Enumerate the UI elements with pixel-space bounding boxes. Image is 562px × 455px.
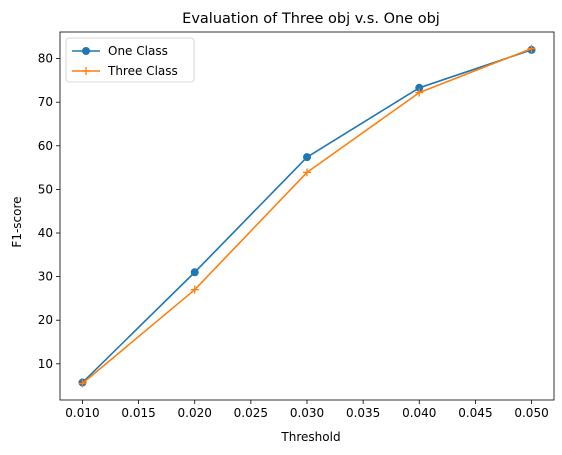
series-line-2 — [81, 47, 532, 385]
y-tick-label: 70 — [38, 95, 53, 109]
series-1-point — [415, 83, 424, 92]
y-tick-label: 80 — [38, 52, 53, 66]
series-2-point — [415, 88, 424, 97]
y-tick-label: 60 — [38, 139, 53, 153]
x-tick-label: 0.020 — [178, 406, 212, 420]
series-line-1 — [81, 49, 532, 384]
x-tick-label: 0.050 — [514, 406, 548, 420]
chart-title: Evaluation of Three obj v.s. One obj — [182, 11, 440, 27]
series-2-point — [527, 44, 536, 53]
legend-label-1: One Class — [108, 44, 168, 58]
series-2-point — [78, 379, 87, 388]
axes-frame — [59, 31, 555, 401]
y-tick-label: 50 — [38, 182, 53, 196]
x-tick-label: 0.030 — [290, 406, 324, 420]
series-1-point — [303, 153, 311, 162]
series-2-point — [303, 168, 311, 177]
legend: One Class Three Class — [65, 37, 195, 83]
x-tick-label: 0.045 — [458, 406, 492, 420]
legend-marker-2 — [82, 67, 90, 75]
x-axis-label: Threshold — [280, 430, 340, 444]
x-tick-label: 0.040 — [402, 406, 436, 420]
legend-label-2: Three Class — [107, 64, 178, 78]
x-tick-label: 0.015 — [121, 406, 155, 420]
y-tick-label: 30 — [38, 270, 53, 284]
y-axis-label: F1-score — [10, 196, 24, 247]
series-1-point — [190, 268, 199, 277]
legend-marker-1 — [82, 47, 90, 55]
x-tick-label: 0.010 — [65, 406, 99, 420]
x-tick-label: 0.035 — [346, 406, 380, 420]
y-tick-label: 10 — [38, 357, 53, 371]
y-tick-label: 20 — [38, 313, 53, 327]
series-2-point — [190, 285, 199, 294]
plot-area: 0.010 0.015 0.020 0.025 0.030 0.035 0.040 0.045… — [38, 31, 555, 420]
y-tick-label: 40 — [38, 226, 53, 240]
x-tick-label: 0.025 — [234, 406, 268, 420]
